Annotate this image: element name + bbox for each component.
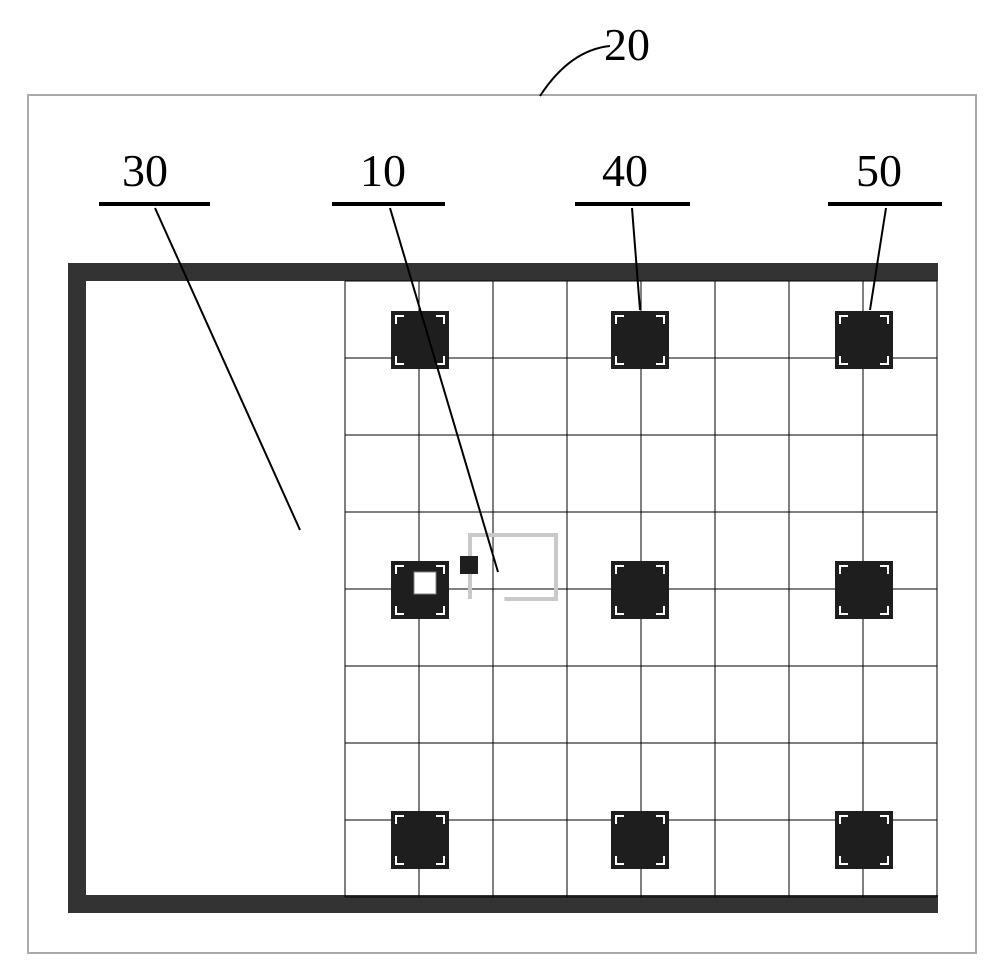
callout-leader-30 [155, 208, 300, 530]
diagram-svg: 20 30 10 40 50 [0, 0, 1000, 973]
callout-label-10: 10 [360, 145, 406, 196]
callout-label-40: 40 [602, 145, 648, 196]
callout-label-30: 30 [122, 145, 168, 196]
frame-left [68, 263, 86, 913]
callout-curve-20 [540, 46, 610, 96]
frame-top [68, 263, 938, 281]
diagram-canvas: 20 30 10 40 50 [0, 0, 1000, 973]
callout-leader-40 [632, 208, 640, 310]
marker-1 [611, 311, 669, 369]
robot-sensor-icon [460, 556, 478, 574]
callout-label-20: 20 [604, 19, 650, 70]
outer-border [28, 95, 976, 953]
callout-label-50: 50 [856, 145, 902, 196]
frame-bottom [68, 895, 938, 913]
marker-0 [391, 311, 449, 369]
callout-leader-10 [390, 208, 498, 572]
callout-leader-50 [870, 208, 886, 310]
marker-2 [835, 311, 893, 369]
marker-7 [611, 811, 669, 869]
marker-4 [611, 561, 669, 619]
robot-white-marker-icon [414, 572, 436, 594]
marker-5 [835, 561, 893, 619]
marker-8 [835, 811, 893, 869]
marker-6 [391, 811, 449, 869]
